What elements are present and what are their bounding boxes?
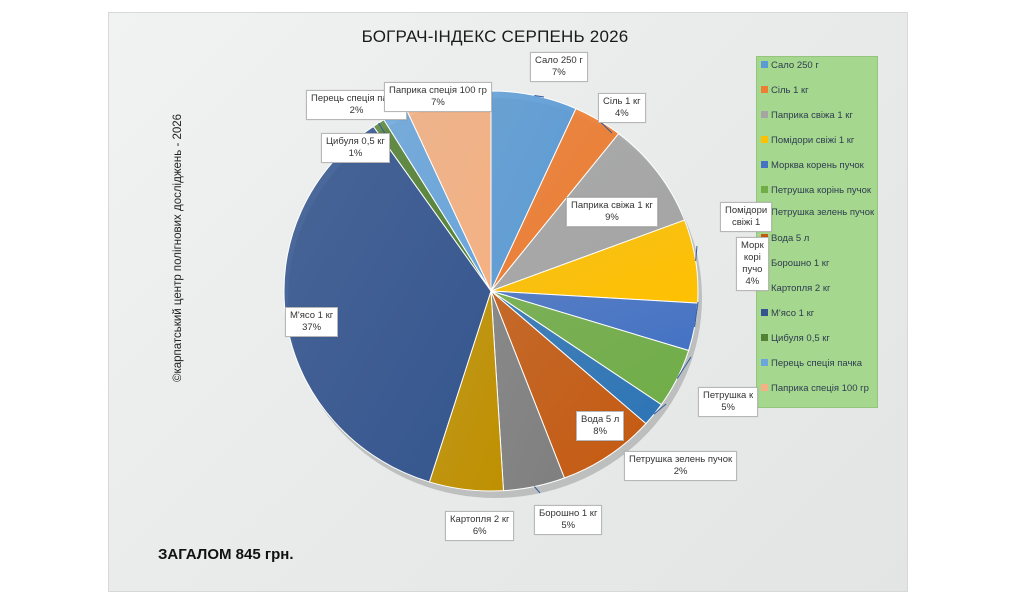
leader-line [534, 95, 545, 98]
legend-swatch [761, 359, 768, 366]
legend-label: Помідори свіжі 1 кг [771, 135, 855, 146]
data-label-line: 9% [605, 212, 619, 223]
data-label: Морк корі пучо 4% [736, 237, 769, 291]
data-label: М'ясо 1 кг 37% [285, 307, 339, 337]
data-label-line: пучо [742, 264, 763, 275]
legend-label: Борошно 1 кг [771, 258, 830, 269]
data-label-line: 7% [552, 67, 566, 78]
data-label-line: 8% [593, 426, 608, 437]
leader-line [676, 356, 692, 379]
data-label-line: Паприка свіжа 1 кг [571, 200, 653, 211]
data-label: Паприка спеція 100 гр 7% [384, 82, 492, 112]
data-label: Картопля 2 кг 6% [445, 511, 515, 541]
data-label-line: 37% [302, 322, 322, 333]
data-label-line: 4% [745, 276, 760, 287]
total-label: ЗАГАЛОМ 845 грн. [158, 546, 294, 563]
data-label-line: 2% [673, 466, 688, 477]
data-label-line: 2% [349, 105, 364, 116]
legend-swatch [761, 334, 768, 341]
legend-swatch [761, 86, 768, 93]
chart-title: БОГРАЧ-ІНДЕКС СЕРПЕНЬ 2026 [361, 27, 629, 46]
legend-label: Картопля 2 кг [771, 283, 831, 294]
data-label: Петрушка зелень пучок 2% [624, 451, 738, 481]
leader-line [534, 486, 541, 494]
legend-label: Сіль 1 кг [771, 85, 809, 96]
legend-swatch [761, 61, 768, 68]
data-label-line: М'ясо 1 кг [290, 310, 334, 321]
legend-swatch [761, 384, 768, 391]
legend-item: Борошно 1 кг [761, 258, 875, 269]
data-label: Сіль 1 кг 4% [598, 93, 646, 123]
leader-line [653, 403, 667, 415]
data-label-line: Борошно 1 кг [539, 508, 598, 519]
data-label: Борошно 1 кг 5% [534, 505, 603, 535]
legend-label: Паприка свіжа 1 кг [771, 110, 853, 121]
data-label-line: Морк [741, 240, 764, 251]
legend-item: Паприка свіжа 1 кг [761, 110, 875, 121]
legend-item: М'ясо 1 кг [761, 308, 875, 319]
legend-label: Цибуля 0,5 кг [771, 333, 830, 344]
legend-item: Петрушка зелень пучок [761, 207, 875, 218]
leader-line [694, 301, 699, 328]
legend-label: Петрушка зелень пучок [771, 207, 875, 218]
legend-label: Перець спеція пачка [771, 358, 863, 369]
legend-item: Цибуля 0,5 кг [761, 333, 875, 344]
legend-item: Петрушка корінь пучок [761, 185, 875, 196]
legend-label: Сало 250 г [771, 60, 819, 71]
legend-label: Петрушка корінь пучок [771, 185, 872, 196]
data-label-line: 1% [348, 148, 363, 159]
data-label: Вода 5 л 8% [576, 411, 625, 441]
legend-swatch [761, 136, 768, 143]
data-label: Сало 250 г 7% [530, 52, 588, 82]
legend-swatch [761, 111, 768, 118]
legend-item: Паприка спеція 100 гр [761, 383, 875, 394]
legend-label: Морква корень пучок [771, 160, 864, 171]
legend-item: Сало 250 г [761, 60, 875, 71]
data-label-line: Цибуля 0,5 кг [326, 136, 385, 147]
legend-item: Перець спеція пачка [761, 358, 875, 369]
data-label: Помідори свіжі 1 [720, 202, 773, 232]
data-label-line: корі [743, 252, 761, 263]
data-label-line: 5% [561, 520, 576, 531]
data-label-line: 6% [472, 526, 487, 537]
data-label-line: Петрушка зелень пучок [629, 454, 733, 465]
legend-label: Паприка спеція 100 гр [771, 383, 869, 394]
legend-label: М'ясо 1 кг [771, 308, 815, 319]
data-label-line: Картопля 2 кг [450, 514, 510, 525]
legend-item: Картопля 2 кг [761, 283, 875, 294]
data-label-line: 4% [614, 108, 629, 119]
legend-swatch [761, 186, 768, 193]
legend-item: Вода 5 л [761, 233, 875, 244]
data-label-line: Помідори [725, 205, 768, 216]
data-label: Цибуля 0,5 кг 1% [321, 133, 390, 163]
data-label-line: 5% [721, 402, 735, 413]
data-label-line: Паприка спеція 100 гр [389, 85, 487, 96]
chart-legend: Сало 250 г Сіль 1 кг Паприка свіжа 1 кг Пом… [756, 56, 878, 408]
leader-line [695, 245, 698, 261]
legend-item: Морква корень пучок [761, 160, 875, 171]
data-label-line: Сіль 1 кг [603, 96, 641, 107]
data-label-line: свіжі 1 [731, 217, 761, 228]
data-label-line: Сало 250 г [535, 55, 583, 66]
data-label-line: Перець спеція пачка [311, 93, 403, 104]
legend-item: Сіль 1 кг [761, 85, 875, 96]
data-label-line: Петрушка к [703, 390, 754, 401]
data-label: Паприка свіжа 1 кг 9% [566, 197, 658, 227]
legend-label: Вода 5 л [771, 233, 810, 244]
legend-swatch [761, 161, 768, 168]
legend-item: Помідори свіжі 1 кг [761, 135, 875, 146]
data-label-line: Вода 5 л [581, 414, 620, 425]
legend-swatch [761, 309, 768, 316]
data-label-line: 7% [431, 97, 445, 108]
data-label: Петрушка к 5% [698, 387, 759, 417]
